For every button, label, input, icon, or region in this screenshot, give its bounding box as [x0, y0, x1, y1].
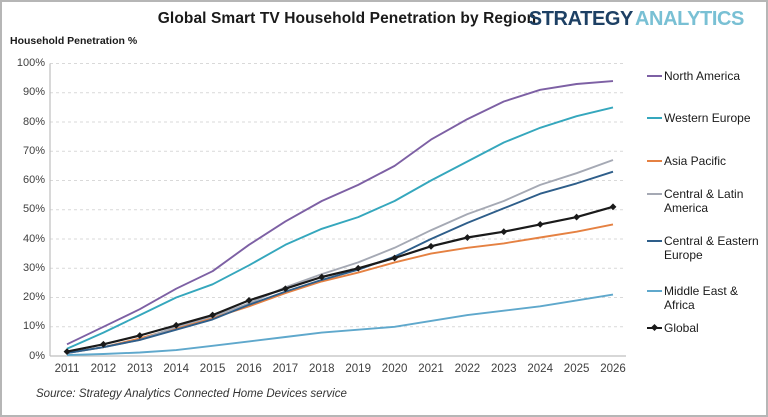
- global-series-marker: [209, 311, 216, 319]
- y-tick-label: 50%: [22, 203, 45, 216]
- y-tick-label: 90%: [22, 86, 45, 99]
- global-series-marker: [427, 242, 435, 250]
- legend-line-swatch: [647, 75, 662, 78]
- global-series-marker: [500, 228, 508, 236]
- global-series-marker: [63, 348, 71, 356]
- y-tick-label: 70%: [22, 144, 45, 157]
- legend-label: Central & Latin America: [664, 187, 744, 216]
- global-series-marker: [172, 321, 180, 329]
- global-series-marker: [282, 285, 289, 293]
- x-tick-label: 2019: [345, 363, 371, 375]
- global-series-marker: [536, 220, 544, 228]
- global-series-marker: [354, 264, 362, 272]
- legend-item-central-eastern-europe: Central & Eastern Europe: [647, 234, 766, 263]
- x-tick-label: 2017: [272, 363, 299, 375]
- y-tick-label: 80%: [22, 115, 45, 128]
- y-tick-label: 60%: [22, 174, 45, 186]
- x-tick-label: 2022: [454, 363, 481, 375]
- series-line-western-europe: [66, 106, 614, 350]
- x-tick-label: 2023: [491, 363, 517, 375]
- global-series-marker: [136, 332, 144, 339]
- y-tick-label: 20%: [22, 291, 45, 303]
- x-tick-label: 2025: [563, 363, 590, 375]
- y-tick-label: 10%: [22, 320, 45, 333]
- legend-label: Central & Eastern Europe: [664, 234, 759, 263]
- x-tick-label: 2013: [127, 363, 153, 375]
- legend-label: Asia Pacific: [664, 154, 727, 168]
- logo-text-analytics: ANALYTICS: [634, 8, 744, 30]
- legend-item-western-europe: Western Europe: [647, 111, 751, 125]
- series-line-north-america: [66, 80, 614, 346]
- x-tick-label: 2016: [236, 363, 262, 375]
- global-series-marker: [100, 340, 107, 348]
- series-line-middle-east-africa: [66, 293, 614, 357]
- legend-item-asia-pacific: Asia Pacific: [647, 154, 726, 168]
- y-tick-label: 0%: [29, 349, 45, 362]
- legend-item-north-america: North America: [647, 69, 740, 83]
- x-tick-label: 2012: [90, 363, 117, 375]
- strategy-analytics-logo: STRATEGY ANALYTICS: [528, 8, 745, 31]
- x-tick-label: 2024: [527, 363, 553, 375]
- logo-text-strategy: STRATEGY: [528, 8, 634, 30]
- y-tick-label: 100%: [16, 57, 45, 69]
- x-tick-label: 2021: [418, 363, 444, 375]
- legend-label: Middle East & Africa: [664, 284, 739, 313]
- series-line-global: [66, 205, 614, 353]
- y-tick-label: 40%: [22, 232, 45, 245]
- legend-line-swatch: [647, 240, 662, 243]
- page-title: Global Smart TV Household Penetration by…: [157, 10, 537, 27]
- y-axis-title: Household Penetration %: [10, 35, 138, 47]
- global-series-marker: [609, 203, 617, 211]
- x-tick-label: 2011: [54, 363, 80, 375]
- x-tick-label: 2015: [199, 363, 226, 375]
- legend-line-swatch: [647, 193, 662, 196]
- global-series-marker: [245, 297, 253, 304]
- x-tick-label: 2020: [381, 363, 408, 375]
- legend-item-central-latin-america: Central & Latin America: [647, 187, 766, 216]
- x-tick-label: 2014: [163, 363, 189, 375]
- global-series-marker: [573, 213, 580, 221]
- global-series-marker: [391, 254, 398, 262]
- legend-line-swatch: [647, 117, 662, 120]
- legend-item-global: Global: [647, 321, 699, 335]
- legend-label: North America: [664, 69, 741, 83]
- legend-item-middle-east-africa: Middle East & Africa: [647, 284, 766, 313]
- global-series-marker: [464, 234, 471, 241]
- y-tick-label: 30%: [22, 261, 45, 274]
- legend-label: Global: [664, 321, 699, 335]
- series-line-central-eastern-europe: [66, 170, 614, 355]
- x-tick-label: 2026: [600, 363, 626, 375]
- source-note: Source: Strategy Analytics Connected Hom…: [36, 388, 347, 400]
- legend-line-swatch: [647, 290, 662, 293]
- series-line-central-latin-america: [66, 159, 614, 355]
- global-series-marker: [318, 273, 326, 281]
- legend-line-swatch: [647, 160, 662, 163]
- legend-line-swatch: [647, 323, 662, 332]
- x-tick-label: 2018: [309, 363, 335, 375]
- legend-label: Western Europe: [664, 111, 751, 125]
